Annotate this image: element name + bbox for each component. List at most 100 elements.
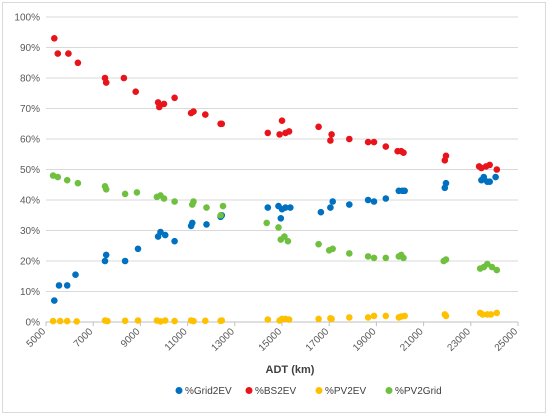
y-tick-label: 50% bbox=[20, 165, 40, 176]
legend-label-grid2ev: %Grid2EV bbox=[185, 386, 232, 397]
point-bs2ev bbox=[364, 138, 372, 146]
points-layer bbox=[49, 35, 501, 325]
point-pv2ev bbox=[442, 312, 450, 320]
point-pv2ev bbox=[346, 314, 353, 321]
point-grid2ev bbox=[287, 204, 294, 211]
point-grid2ev bbox=[157, 228, 164, 236]
point-pv2ev bbox=[134, 317, 142, 324]
point-grid2ev bbox=[189, 219, 196, 227]
point-pv2ev bbox=[104, 317, 111, 325]
point-pv2ev bbox=[190, 317, 197, 325]
legend-marker-pv2ev bbox=[315, 387, 323, 394]
x-tick-label: 5000 bbox=[25, 326, 49, 350]
point-bs2ev bbox=[442, 152, 450, 160]
point-grid2ev bbox=[55, 282, 63, 289]
point-bs2ev bbox=[493, 166, 501, 173]
point-pv2grid bbox=[382, 254, 390, 262]
point-grid2ev bbox=[171, 237, 178, 245]
y-tick-label: 90% bbox=[20, 43, 40, 54]
grid-layer bbox=[46, 16, 518, 323]
point-pv2grid bbox=[370, 254, 378, 262]
point-grid2ev bbox=[203, 221, 210, 228]
point-grid2ev bbox=[364, 196, 372, 204]
point-pv2ev bbox=[479, 311, 486, 318]
y-tick-label: 20% bbox=[20, 257, 40, 268]
point-grid2ev bbox=[101, 257, 109, 265]
y-tick-label: 60% bbox=[20, 135, 40, 146]
point-bs2ev bbox=[276, 131, 283, 138]
point-pv2ev bbox=[285, 316, 293, 323]
point-bs2ev bbox=[160, 100, 168, 108]
point-pv2grid bbox=[54, 173, 62, 181]
point-grid2ev bbox=[442, 179, 450, 187]
point-pv2grid bbox=[63, 176, 71, 184]
point-pv2grid bbox=[121, 190, 129, 198]
point-bs2ev bbox=[486, 161, 494, 169]
point-pv2ev bbox=[382, 312, 390, 320]
point-bs2ev bbox=[190, 108, 197, 115]
point-grid2ev bbox=[102, 251, 110, 259]
legend-label-bs2ev: %BS2EV bbox=[255, 386, 296, 397]
point-pv2grid bbox=[133, 189, 141, 196]
point-pv2ev bbox=[218, 317, 226, 324]
point-pv2ev bbox=[370, 312, 378, 320]
point-grid2ev bbox=[264, 204, 272, 211]
point-grid2ev bbox=[72, 271, 79, 279]
point-pv2grid bbox=[203, 204, 210, 211]
legend-marker-grid2ev bbox=[175, 387, 183, 394]
point-pv2ev bbox=[328, 315, 335, 323]
point-pv2grid bbox=[364, 253, 372, 260]
point-bs2ev bbox=[102, 79, 110, 86]
point-pv2grid bbox=[219, 202, 227, 210]
point-bs2ev bbox=[285, 128, 293, 135]
point-pv2ev bbox=[364, 314, 372, 321]
point-pv2grid bbox=[217, 212, 224, 219]
point-pv2grid bbox=[400, 254, 407, 262]
point-pv2grid bbox=[263, 219, 271, 227]
x-tick-label: 7000 bbox=[72, 326, 96, 350]
point-bs2ev bbox=[328, 131, 335, 138]
point-pv2grid bbox=[281, 233, 288, 240]
point-pv2ev bbox=[63, 317, 71, 325]
x-axis-label: ADT (km) bbox=[266, 364, 315, 376]
legend-marker-bs2ev bbox=[245, 387, 253, 394]
point-grid2ev bbox=[134, 245, 142, 253]
point-bs2ev bbox=[264, 129, 272, 137]
point-pv2ev bbox=[121, 317, 129, 325]
point-pv2grid bbox=[484, 260, 491, 268]
point-pv2grid bbox=[190, 198, 197, 205]
y-tick-label: 80% bbox=[20, 74, 40, 85]
point-bs2ev bbox=[65, 50, 72, 57]
point-pv2ev bbox=[264, 316, 272, 323]
point-bs2ev bbox=[156, 103, 163, 111]
y-tick-label: 10% bbox=[20, 287, 40, 298]
point-pv2ev bbox=[401, 312, 409, 320]
point-pv2ev bbox=[56, 317, 64, 325]
x-tick-label: 23000 bbox=[445, 326, 473, 354]
point-grid2ev bbox=[492, 173, 499, 181]
y-tick-label: 70% bbox=[20, 104, 40, 115]
y-tick-label: 40% bbox=[20, 196, 40, 207]
point-grid2ev bbox=[317, 208, 325, 216]
point-bs2ev bbox=[382, 143, 390, 150]
point-pv2grid bbox=[329, 245, 337, 253]
point-pv2ev bbox=[49, 317, 57, 325]
legend-label-pv2grid: %PV2Grid bbox=[395, 386, 442, 397]
x-tick-label: 17000 bbox=[304, 326, 332, 354]
point-pv2grid bbox=[493, 266, 501, 274]
point-grid2ev bbox=[51, 297, 58, 304]
legend: %Grid2EV %BS2EV %PV2EV %PV2Grid bbox=[175, 386, 442, 397]
point-bs2ev bbox=[120, 74, 128, 82]
point-pv2grid bbox=[488, 263, 496, 271]
y-tick-label: 0% bbox=[26, 318, 41, 329]
legend-label-pv2ev: %PV2EV bbox=[325, 386, 366, 397]
point-bs2ev bbox=[171, 94, 178, 102]
point-pv2ev bbox=[171, 317, 178, 325]
point-pv2grid bbox=[284, 237, 292, 245]
point-grid2ev bbox=[161, 231, 169, 239]
x-tick-label: 15000 bbox=[257, 326, 285, 354]
point-grid2ev bbox=[329, 198, 337, 205]
x-tick-label: 25000 bbox=[493, 326, 521, 354]
point-pv2grid bbox=[74, 179, 82, 187]
